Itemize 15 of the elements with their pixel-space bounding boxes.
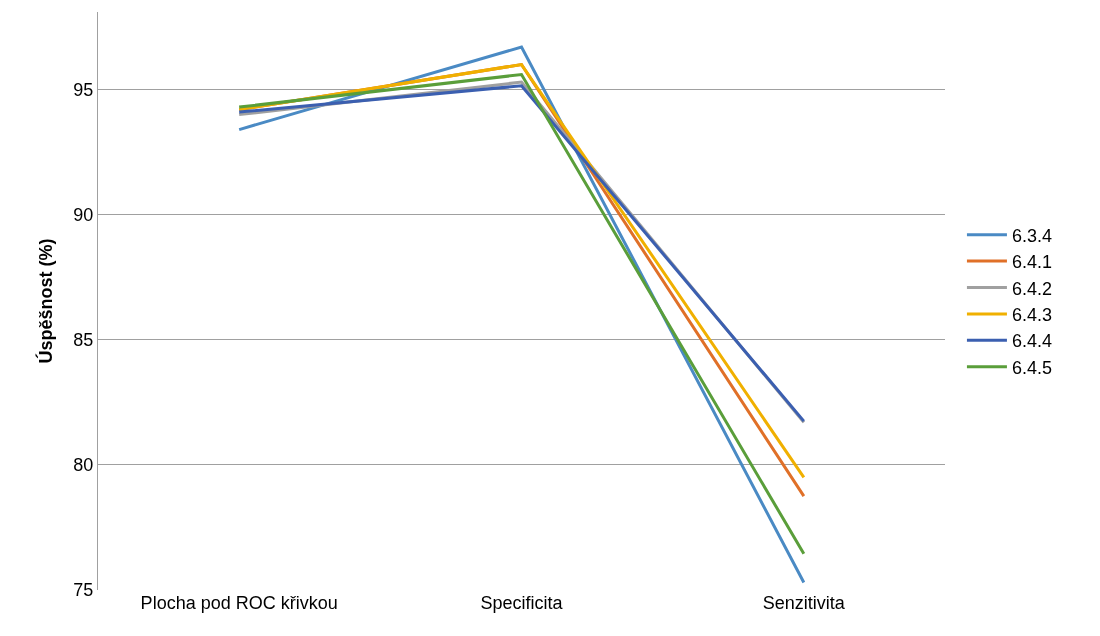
x-tick-label: Senzitivita xyxy=(762,593,846,613)
legend-label: 6.4.3 xyxy=(1011,304,1052,325)
y-tick-label: 85 xyxy=(73,330,94,351)
legend-label: 6.4.1 xyxy=(1011,252,1052,273)
legend-label: 6.4.4 xyxy=(1011,331,1052,352)
y-tick-label: 95 xyxy=(73,79,94,100)
legend-label: 6.3.4 xyxy=(1011,225,1052,246)
legend-label: 6.4.2 xyxy=(1011,278,1052,299)
y-axis-title: Úspěšnost (%) xyxy=(35,238,56,364)
y-tick-label: 90 xyxy=(73,204,94,225)
x-tick-label: Specificita xyxy=(480,593,564,613)
legend-label: 6.4.5 xyxy=(1011,357,1052,378)
y-tick-label: 80 xyxy=(73,455,94,476)
x-tick-label: Plocha pod ROC křivkou xyxy=(140,593,338,613)
y-tick-label: 75 xyxy=(73,580,94,601)
